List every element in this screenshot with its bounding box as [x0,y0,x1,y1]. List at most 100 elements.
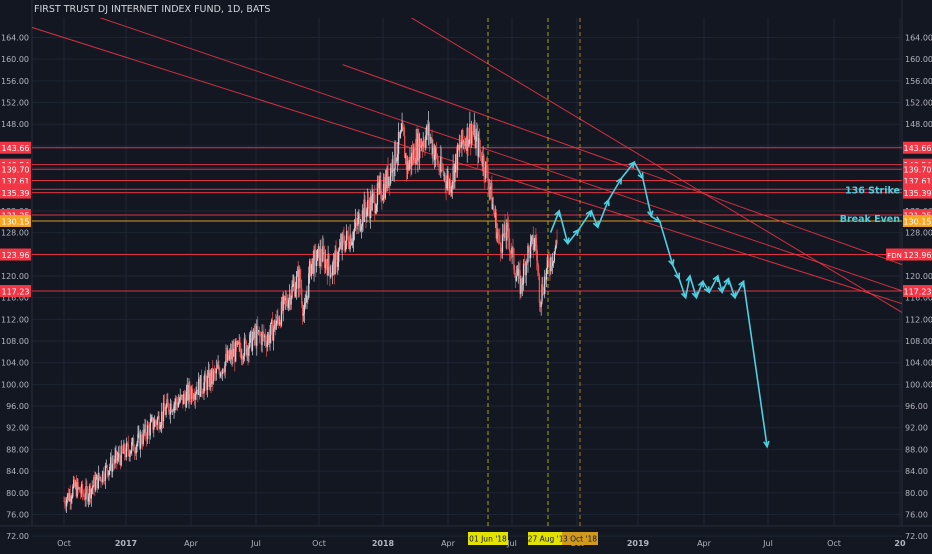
y-tick-label-left: 128.00 [1,229,29,238]
y-tick-labels: 72.00 72.00 76.00 76.00 80.00 80.00 84.00 84.00… [1,34,932,542]
marker-tag-label: 01 Jun '18 [469,535,507,544]
marker-tag-bg [528,532,568,545]
y-tick-label-left: 120.00 [1,272,29,281]
y-tick-label-right: 80.00 [905,489,928,498]
marker-tag-label: 3 Oct '18 [563,535,597,544]
projection-arrowhead [703,286,711,294]
projection-arrowhead [717,286,725,295]
left-price-tag: 130.15 [2,217,30,226]
y-tick-label-right: 152.00 [905,99,932,108]
right-price-tag: 135.39 [904,189,932,198]
projection-arrowhead [585,209,593,217]
projection-arrowhead [697,279,705,288]
x-tick-label: Oct [312,539,326,548]
projection-arrowhead [763,440,770,449]
left-price-tag: 117.23 [2,287,30,296]
right-price-tag: 117.23 [904,287,932,296]
annotations: 136 Strike Break Even [840,185,901,225]
symbol-tag: FDN [887,252,902,260]
y-tick-label-left: 148.00 [1,120,29,129]
y-tick-label-left: 72.00 [6,532,29,541]
trend-line [99,18,902,292]
gridlines [32,18,902,537]
x-tick-label: 20 [894,539,906,548]
projection-arrowhead [592,221,599,229]
annotation-break-even: Break Even [840,214,901,225]
projection-arrowhead [615,176,623,185]
y-tick-label-left: 152.00 [1,99,29,108]
y-tick-label-right: 72.00 [905,532,928,541]
trend-lines [32,18,902,313]
projection-arrowhead [723,277,730,285]
y-tick-label-left: 80.00 [6,489,29,498]
x-tick-label: Apr [697,539,712,548]
left-price-tag-bg [0,214,31,227]
right-price-tag-bg [903,186,932,199]
marker-tag-bg [468,532,508,545]
left-price-tag-bg [0,248,31,261]
annotation-strike: 136 Strike [845,185,900,196]
left-price-tag: 135.39 [2,189,30,198]
x-tick-label: Apr [184,539,199,548]
projection-arrowhead [603,198,610,207]
right-price-tag: 137.61 [904,177,932,186]
chart-title: FIRST TRUST DJ INTERNET INDEX FUND, 1D, … [34,4,271,15]
projection-arrowhead [691,291,699,300]
projection-arrowhead [685,274,693,282]
x-tick-label: 2017 [115,539,137,548]
y-tick-label-left: 100.00 [1,380,29,389]
y-tick-label-left: 156.00 [1,77,29,86]
y-tick-label-right: 156.00 [905,77,932,86]
x-tick-label: 2019 [627,539,650,548]
y-tick-label-right: 104.00 [905,359,932,368]
projection-arrowhead [563,237,570,246]
x-tick-label: Jul [762,539,773,548]
x-tick-label: 2018 [372,539,395,548]
y-tick-label-left: 84.00 [6,467,29,476]
y-tick-label-left: 92.00 [6,424,29,433]
x-tick-label: Jul [506,539,517,548]
y-tick-label-left: 112.00 [1,315,29,324]
trend-line [342,64,902,266]
projection-arrowhead [668,259,675,267]
projection-arrowhead [628,160,636,169]
y-tick-label-left: 104.00 [1,359,29,368]
y-tick-label-left: 96.00 [6,402,29,411]
projection-arrowhead [674,272,681,281]
marker-tag-label: 27 Aug '18 [528,535,569,544]
marker-tag-bg [562,532,598,545]
y-tick-label-right: 116.00 [905,294,932,303]
projection-arrowhead [680,291,688,300]
projection-arrowhead [554,209,561,217]
y-tick-label-right: 88.00 [905,445,928,454]
projection-arrowhead [730,291,737,300]
price-tags: 143.66143.66140.54140.54139.70139.70137.… [0,141,932,297]
projection-arrowhead [712,274,719,283]
left-price-tag: 139.70 [2,166,30,175]
right-price-tag: 139.70 [904,166,932,175]
left-price-tag: 143.66 [2,144,30,153]
left-price-tag-bg [0,163,31,176]
y-tick-label-right: 84.00 [905,467,928,476]
marker-tags: 01 Jun '18 27 Aug '183 Oct '18 [468,532,598,545]
x-tick-label: Oct [57,539,71,548]
left-price-tag-bg [0,186,31,199]
y-tick-label-right: 120.00 [905,272,932,281]
y-tick-label-right: 128.00 [905,229,932,238]
right-price-tag-bg [903,284,932,297]
right-price-tag: 143.66 [904,144,932,153]
y-tick-label-right: 96.00 [905,402,928,411]
trend-line [32,26,902,305]
right-price-tag-bg [903,163,932,176]
right-price-tag: 123.96 [904,251,932,260]
y-tick-label-right: 92.00 [905,424,928,433]
right-price-tag: 130.15 [904,217,932,226]
projection-arrowhead [572,228,580,236]
right-price-tag-bg [903,214,932,227]
y-tick-label-left: 108.00 [1,337,29,346]
projection-arrows [554,160,770,449]
projection-arrowhead [646,210,654,219]
right-price-tag-bg [903,141,932,154]
